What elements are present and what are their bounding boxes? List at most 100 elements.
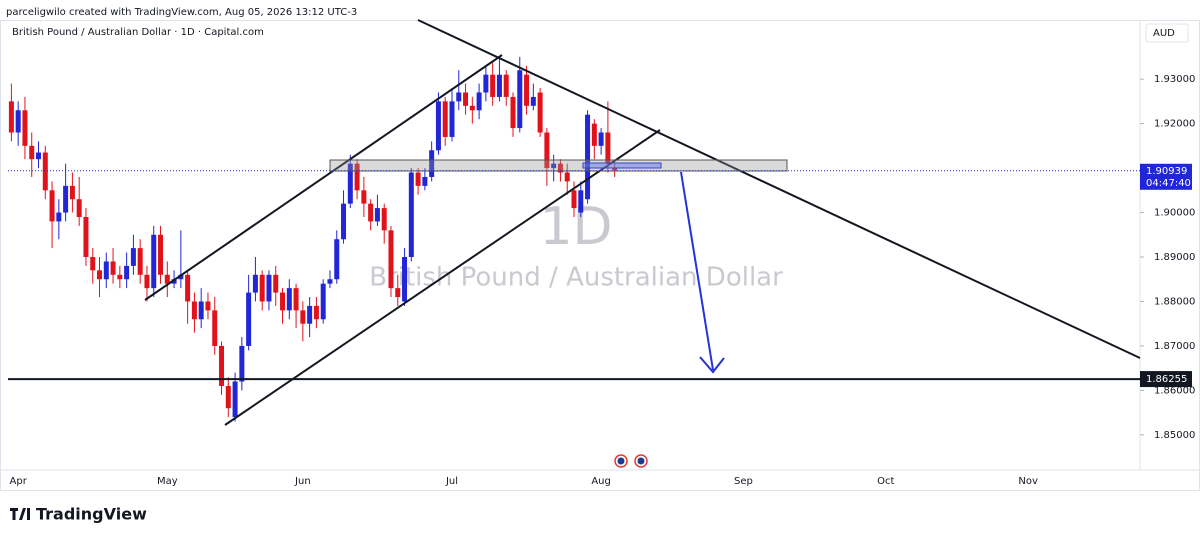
x-tick-label: Aug [591, 476, 611, 487]
candle-body [490, 74, 496, 97]
candle-body [449, 101, 455, 137]
candle-body [185, 274, 191, 302]
y-tick-label: 1.88000 [1154, 296, 1195, 307]
candle-body [103, 261, 109, 280]
candle-body [49, 190, 55, 222]
candle-body [83, 216, 89, 258]
y-tick-label: 1.89000 [1154, 252, 1195, 263]
candle-body [361, 190, 367, 204]
brand: TradingView [10, 505, 147, 524]
x-tick-label: Apr [10, 476, 28, 487]
candles [8, 56, 618, 422]
candle-body [307, 305, 313, 324]
candle-body [42, 152, 48, 191]
candle-body [564, 172, 570, 182]
candle-body [171, 279, 177, 284]
candle-body [517, 70, 523, 129]
candle-body [591, 123, 597, 146]
y-tick-label: 1.85000 [1154, 430, 1195, 441]
candle-body [232, 381, 238, 418]
candle-body [327, 279, 333, 284]
candle-body [469, 105, 475, 111]
candle-body [476, 92, 482, 111]
event-icons [614, 454, 648, 468]
candle-body [381, 208, 387, 231]
candle-body [598, 132, 604, 146]
candle-body [90, 257, 96, 271]
candle-body [151, 234, 157, 289]
candle-body [354, 163, 360, 191]
candle-body [374, 208, 380, 222]
candle-body [320, 283, 326, 320]
candle-body [63, 185, 69, 213]
candle-body [435, 101, 441, 151]
candle-body [239, 345, 245, 382]
candle-body [368, 203, 374, 222]
candle-body [334, 239, 340, 280]
drawings [144, 19, 1141, 426]
event-icon-flag [637, 457, 645, 465]
candle-body [110, 261, 116, 275]
x-tick-label: Oct [877, 476, 894, 487]
candle-body [69, 185, 75, 200]
candle-body [313, 305, 319, 320]
candle-body [76, 199, 82, 217]
candle-body [300, 310, 306, 324]
candle-body [483, 74, 489, 93]
candle-body [503, 74, 509, 97]
candle-body [158, 234, 164, 275]
x-tick-label: Nov [1018, 476, 1038, 487]
target-arrow [680, 171, 714, 371]
candle-body [280, 292, 286, 311]
last-price-box [1140, 163, 1192, 190]
y-tick-label: 1.86000 [1154, 385, 1195, 396]
candle-body [97, 270, 103, 280]
candle-body [341, 203, 347, 240]
event-icon-flag [617, 457, 625, 465]
candle-body [117, 274, 123, 280]
candle-body [212, 310, 218, 346]
candle-body [178, 274, 184, 280]
candle-body [205, 301, 211, 311]
entry-zone [582, 162, 662, 169]
candle-body [22, 110, 28, 146]
candle-body [578, 190, 584, 213]
candle-body [496, 74, 502, 97]
brand-logo [10, 508, 30, 520]
candle-body [273, 274, 279, 293]
candle-body [605, 132, 611, 164]
attribution: parceligwilo created with TradingView.co… [6, 7, 357, 18]
channel-upper [144, 54, 503, 301]
candle-body [191, 301, 197, 320]
watermark-symbol: British Pound / Australian Dollar [369, 263, 783, 293]
candle-body [137, 248, 143, 275]
candle-body [164, 274, 170, 284]
x-tick-label: Jul [445, 476, 458, 487]
candle-body [15, 110, 21, 133]
currency-box [1145, 23, 1189, 43]
last-price-countdown: 04:47:40 [1146, 178, 1191, 189]
candle-body [402, 257, 408, 302]
candle-body [422, 176, 428, 186]
candle-body [266, 274, 272, 302]
candle-body [130, 248, 136, 266]
x-tick-label: Sep [734, 476, 753, 487]
candle-body [198, 301, 204, 320]
candle-body [551, 163, 557, 169]
candle-body [585, 114, 591, 200]
candle-body [225, 385, 231, 409]
candle-body [8, 101, 14, 133]
candle-body [612, 168, 618, 171]
last-price-label: 1.90939 [1146, 166, 1187, 177]
candle-body [252, 274, 258, 293]
x-tick-label: Jun [294, 476, 311, 487]
level-label: 1.86255 [1146, 374, 1187, 385]
candle-body [219, 345, 225, 386]
candle-body [544, 132, 550, 169]
candle-body [537, 92, 543, 133]
candle-body [124, 265, 130, 280]
candle-body [246, 292, 252, 346]
channel-lower [224, 129, 661, 426]
y-tick-label: 1.87000 [1154, 341, 1195, 352]
